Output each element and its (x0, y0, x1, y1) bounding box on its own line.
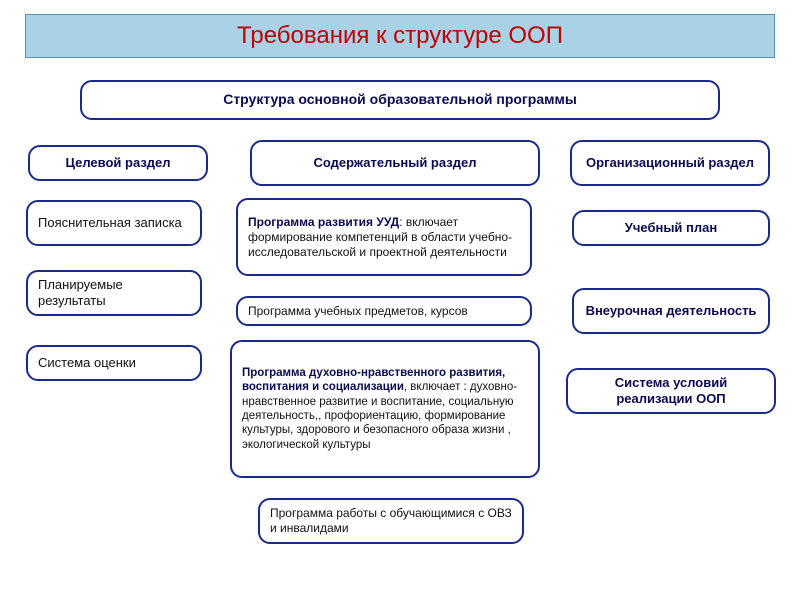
column-heading-right: Организационный раздел (570, 140, 770, 186)
right-item-3: Система условий реализации ООП (566, 368, 776, 414)
column-heading-left-label: Целевой раздел (65, 155, 170, 171)
left-item-3: Система оценки (26, 345, 202, 381)
center-item-1-text: Программа развития УУД: включает формиро… (248, 215, 520, 260)
center-item-2-text: Программа учебных предметов, курсов (248, 304, 468, 319)
center-item-3-text: Программа духовно-нравственного развития… (242, 366, 528, 452)
center-item-1-bold: Программа развития УУД (248, 215, 399, 229)
left-item-3-label: Система оценки (38, 355, 136, 371)
center-item-1: Программа развития УУД: включает формиро… (236, 198, 532, 276)
center-item-2: Программа учебных предметов, курсов (236, 296, 532, 326)
column-heading-center: Содержательный раздел (250, 140, 540, 186)
slide-title-bar: Требования к структуре ООП (25, 14, 775, 58)
right-item-3-label: Система условий реализации ООП (578, 375, 764, 408)
center-item-4-text: Программа работы с обучающимися с ОВЗ и … (270, 506, 512, 536)
left-item-2: Планируемые результаты (26, 270, 202, 316)
right-item-2: Внеурочная деятельность (572, 288, 770, 334)
left-item-1-label: Пояснительная записка (38, 215, 182, 231)
column-heading-right-label: Организационный раздел (586, 155, 754, 171)
left-item-1: Пояснительная записка (26, 200, 202, 246)
structure-header-label: Структура основной образовательной прогр… (223, 91, 577, 109)
column-heading-left: Целевой раздел (28, 145, 208, 181)
right-item-2-label: Внеурочная деятельность (586, 303, 757, 319)
right-item-1: Учебный план (572, 210, 770, 246)
left-item-2-label: Планируемые результаты (38, 277, 190, 310)
column-heading-center-label: Содержательный раздел (314, 155, 477, 171)
center-item-3: Программа духовно-нравственного развития… (230, 340, 540, 478)
slide-title: Требования к структуре ООП (237, 22, 563, 50)
right-item-1-label: Учебный план (625, 220, 717, 236)
structure-header-box: Структура основной образовательной прогр… (80, 80, 720, 120)
center-item-4: Программа работы с обучающимися с ОВЗ и … (258, 498, 524, 544)
